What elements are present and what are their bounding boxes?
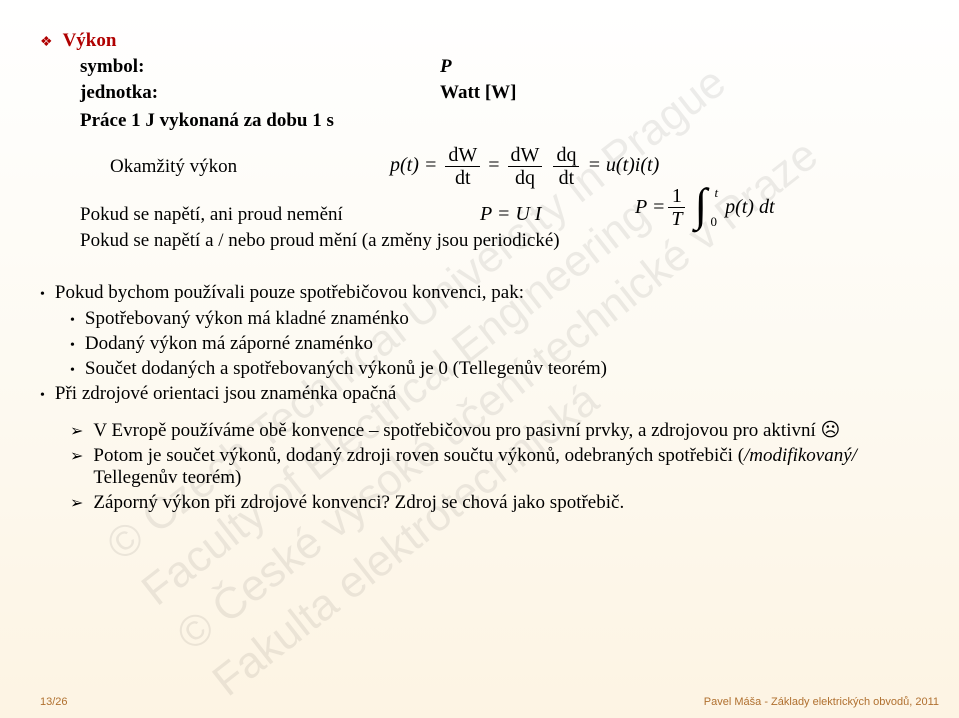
footer-credit: Pavel Máša - Základy elektrických obvodů…	[704, 696, 939, 708]
symbol-value: P	[440, 56, 452, 78]
list-item: • Dodaný výkon má záporné znaménko	[70, 333, 919, 355]
list-item: ➢ Záporný výkon při zdrojové konvenci? Z…	[70, 492, 919, 514]
fraction: dq dt	[553, 144, 579, 189]
unit-value: Watt [W]	[440, 82, 517, 104]
list-item: • Součet dodaných a spotřebovaných výkon…	[70, 358, 919, 380]
arrow-icon: ➢	[70, 446, 83, 466]
work-line: Práce 1 J vykonaná za dobu 1 s	[80, 110, 919, 132]
list-item: • Spotřebovaný výkon má kladné znaménko	[70, 308, 919, 330]
slide-content: ❖ Výkon symbol: P jednotka: Watt [W] Prá…	[0, 0, 959, 514]
symbol-label: symbol:	[80, 56, 440, 78]
list-text: Potom je součet výkonů, dodaný zdroji ro…	[93, 445, 919, 489]
diamond-icon: ❖	[40, 33, 53, 50]
page-title: Výkon	[63, 30, 117, 52]
arrow-icon: ➢	[70, 493, 83, 513]
footer: 13/26 Pavel Máša - Základy elektrických …	[40, 696, 939, 708]
const-power-row: Pokud se napětí, ani proud nemění P = U …	[80, 203, 919, 226]
const-power-eq: P = U I	[480, 203, 541, 226]
const-power-label: Pokud se napětí, ani proud nemění	[80, 204, 480, 226]
bullet-list: • Pokud bychom používali pouze spotřebič…	[40, 282, 919, 514]
periodic-power-row: Pokud se napětí a / nebo proud mění (a z…	[80, 230, 919, 252]
symbol-row: symbol: P	[80, 56, 919, 78]
title-row: ❖ Výkon	[40, 30, 919, 52]
fraction: 1 T	[668, 185, 685, 230]
list-item: ➢ Potom je součet výkonů, dodaný zdroji …	[70, 445, 919, 489]
instant-power-eq: p(t) = dW dt = dW dq dq dt = u(t)i(t)	[390, 144, 659, 189]
list-item: • Pokud bychom používali pouze spotřebič…	[40, 282, 919, 304]
bullet-icon: •	[40, 287, 45, 303]
bullet-icon: •	[40, 388, 45, 404]
bullet-icon: •	[70, 338, 75, 354]
arrow-icon: ➢	[70, 421, 83, 441]
page-number: 13/26	[40, 696, 68, 708]
fraction: dW dq	[508, 144, 543, 189]
fraction: dW dt	[445, 144, 480, 189]
list-item: • Při zdrojové orientaci jsou znaménka o…	[40, 383, 919, 405]
list-item: ➢ V Evropě používáme obě konvence – spot…	[70, 419, 919, 442]
instant-power-row: Okamžitý výkon p(t) = dW dt = dW dq dq d…	[110, 144, 919, 189]
instant-power-label: Okamžitý výkon	[110, 156, 390, 178]
bullet-icon: •	[70, 313, 75, 329]
integral-sign: ∫ t 0	[694, 189, 707, 226]
unit-row: jednotka: Watt [W]	[80, 82, 919, 104]
list-text: V Evropě používáme obě konvence – spotře…	[93, 419, 840, 442]
unit-label: jednotka:	[80, 82, 440, 104]
bullet-icon: •	[70, 363, 75, 379]
periodic-power-label: Pokud se napětí a / nebo proud mění (a z…	[80, 230, 560, 252]
integral-eq: P = 1 T ∫ t 0 p(t) dt	[635, 185, 775, 230]
